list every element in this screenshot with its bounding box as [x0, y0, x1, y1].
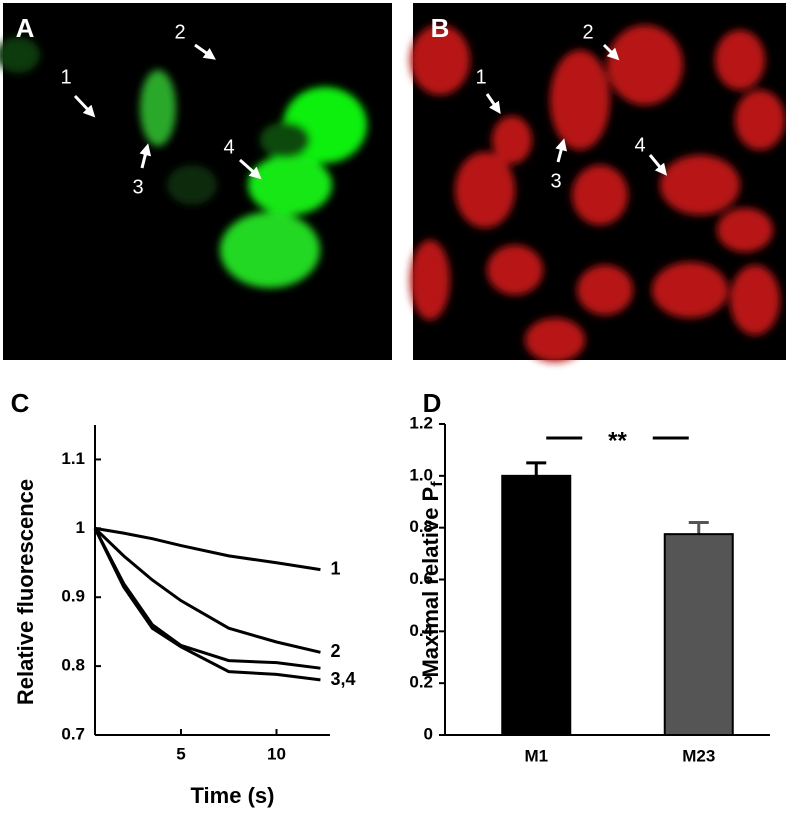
arrow-label: 2	[174, 21, 185, 43]
series-label: 2	[330, 641, 340, 661]
y-tick-label: 0.7	[61, 724, 85, 743]
significance: **	[608, 427, 627, 454]
x-tick-label: M1	[524, 746, 548, 765]
y-tick-label: 1.0	[409, 465, 433, 484]
series-line	[93, 527, 321, 682]
x-tick-label: 10	[267, 744, 286, 763]
series-line	[93, 527, 321, 670]
panel-letter: D	[423, 388, 442, 418]
y-tick-label: 0.6	[409, 569, 433, 588]
y-tick-label: 0.9	[61, 587, 85, 606]
x-axis-title: Time (s)	[191, 783, 275, 808]
arrow-label: 1	[60, 66, 71, 88]
image-a	[0, 3, 392, 360]
y-axis-title: Relative fluorescence	[13, 479, 38, 705]
arrow-label: 3	[550, 170, 561, 192]
y-tick-label: 0.4	[409, 621, 433, 640]
panel-letter: A	[16, 13, 35, 43]
y-tick-label: 0.8	[61, 656, 85, 675]
arrow-label: 1	[475, 66, 486, 88]
y-tick-label: 0.2	[409, 673, 433, 692]
panel-letter: B	[431, 13, 450, 43]
y-axis-title: Maximal relative Pf	[418, 481, 446, 678]
arrow-label: 2	[582, 21, 593, 43]
series-label: 1	[330, 558, 340, 578]
series-line	[94, 526, 321, 572]
arrow-label: 4	[223, 136, 234, 158]
series-label: 3,4	[330, 669, 355, 689]
y-axis-title-sub: f	[429, 481, 446, 487]
y-tick-label: 0.8	[409, 517, 433, 536]
panel-letter: C	[11, 388, 30, 418]
arrow-label: 3	[132, 176, 143, 198]
y-tick-label: 1.2	[409, 413, 433, 432]
bar	[663, 533, 734, 736]
image-b	[410, 3, 786, 362]
x-tick-label: M23	[682, 746, 715, 765]
x-tick-label: 5	[176, 744, 185, 763]
bar	[501, 474, 572, 736]
y-tick-label: 0	[424, 724, 433, 743]
series-line	[93, 527, 321, 654]
arrow-label: 4	[634, 134, 645, 156]
y-tick-label: 1	[76, 518, 85, 537]
y-axis-title-text: Maximal relative P	[418, 487, 443, 678]
y-tick-label: 1.1	[61, 449, 85, 468]
